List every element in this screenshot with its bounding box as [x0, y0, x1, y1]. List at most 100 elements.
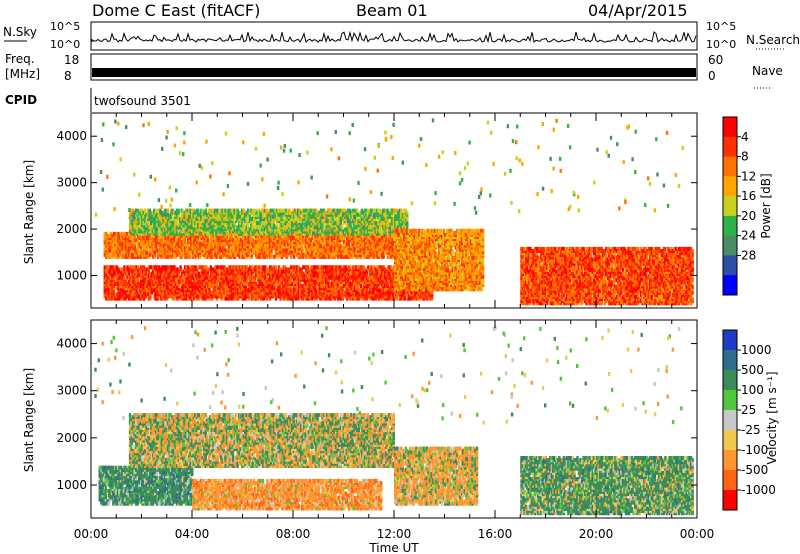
- data-cell: [252, 267, 255, 272]
- data-cell: [136, 221, 139, 226]
- data-cell: [268, 252, 272, 257]
- data-cell: [302, 290, 305, 295]
- data-cell: [376, 284, 379, 289]
- data-cell: [193, 284, 196, 289]
- data-cell: [138, 231, 141, 236]
- data-cell: [379, 275, 382, 280]
- data-cell: [220, 254, 223, 259]
- data-cell: [377, 240, 381, 245]
- data-cell: [279, 277, 282, 282]
- data-cell: [223, 284, 226, 289]
- data-cell: [300, 288, 303, 293]
- data-cell: [321, 294, 325, 299]
- data-cell: [365, 282, 369, 286]
- data-cell: [312, 252, 316, 257]
- data-cell: [220, 275, 223, 280]
- data-cell: [315, 265, 319, 270]
- data-cell: [373, 296, 376, 301]
- data-cell: [137, 292, 140, 297]
- data-cell: [165, 219, 168, 224]
- data-cell: [143, 282, 146, 286]
- nsky-tick-top: 10^5: [50, 20, 80, 33]
- data-cell: [224, 275, 228, 280]
- data-cell: [355, 265, 358, 270]
- data-cell: [152, 273, 155, 278]
- data-cell: [430, 294, 434, 299]
- data-cell: [315, 271, 319, 276]
- data-cell: [285, 248, 288, 253]
- data-cell: [299, 284, 302, 289]
- data-cell: [157, 214, 161, 219]
- data-cell: [386, 252, 390, 257]
- data-cell: [327, 267, 331, 272]
- data-cell: [262, 248, 266, 253]
- data-cell: [208, 248, 211, 253]
- data-cell: [317, 248, 320, 253]
- data-cell: [400, 290, 403, 295]
- data-cell: [133, 238, 137, 243]
- data-cell: [312, 248, 316, 253]
- data-cell: [156, 284, 160, 289]
- data-cell: [321, 246, 325, 251]
- data-cell: [249, 286, 252, 291]
- data-cell: [233, 236, 237, 240]
- data-cell: [347, 294, 350, 299]
- data-cell: [165, 275, 169, 280]
- data-cell: [371, 269, 375, 274]
- data-cell: [217, 238, 220, 243]
- data-cell: [341, 296, 344, 301]
- data-cell: [133, 231, 136, 236]
- data-cell: [373, 282, 376, 286]
- data-cell: [105, 275, 108, 280]
- data-cell: [333, 296, 337, 301]
- data-cell: [172, 229, 176, 234]
- data-cell: [202, 275, 205, 280]
- data-cell: [388, 294, 391, 299]
- data-cell: [324, 282, 328, 286]
- data-cell: [232, 244, 235, 249]
- data-cell: [165, 246, 169, 251]
- data-cell: [332, 236, 335, 240]
- data-cell: [347, 271, 350, 276]
- data-cell: [196, 240, 199, 245]
- data-cell: [271, 236, 275, 240]
- data-cell: [176, 271, 179, 276]
- data-cell: [179, 290, 182, 295]
- data-cell: [127, 288, 131, 293]
- data-cell: [103, 269, 106, 274]
- data-cell: [311, 286, 314, 291]
- data-cell: [246, 267, 249, 272]
- data-cell: [300, 275, 303, 280]
- data-cell: [274, 252, 278, 257]
- data-cell: [244, 290, 247, 295]
- data-cell: [255, 288, 258, 293]
- data-cell: [373, 254, 376, 259]
- data-cell: [105, 282, 108, 286]
- data-cell: [238, 265, 241, 270]
- data-cell: [323, 250, 326, 255]
- data-cell: [353, 250, 356, 255]
- data-cell: [165, 214, 168, 219]
- data-cell: [174, 219, 177, 224]
- data-cell: [206, 292, 209, 297]
- data-cell: [329, 250, 332, 255]
- data-cell: [329, 248, 332, 253]
- data-cell: [268, 286, 272, 291]
- data-cell: [312, 284, 316, 289]
- data-cell: [218, 277, 222, 282]
- data-cell: [309, 248, 313, 253]
- data-cell: [133, 225, 136, 230]
- data-cell: [352, 252, 355, 257]
- data-cell: [317, 244, 320, 249]
- data-cell: [137, 273, 140, 278]
- data-cell: [280, 277, 284, 282]
- data-cell: [274, 296, 278, 301]
- data-cell: [333, 267, 337, 272]
- data-cell: [391, 277, 394, 282]
- data-cell: [137, 240, 140, 245]
- data-cell: [147, 269, 150, 274]
- data-cell: [330, 282, 334, 286]
- data-cell: [350, 284, 353, 289]
- data-cell: [212, 269, 216, 274]
- data-cell: [333, 252, 337, 257]
